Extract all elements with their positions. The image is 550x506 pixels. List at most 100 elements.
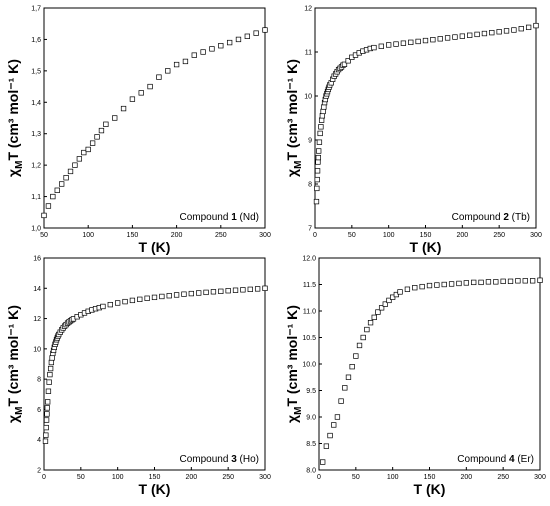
data-point xyxy=(120,105,127,112)
data-point xyxy=(47,365,54,372)
x-tick-label: 150 xyxy=(127,232,139,239)
y-tick-label: 10 xyxy=(33,346,41,353)
x-axis-title: T (K) xyxy=(139,239,171,255)
data-point xyxy=(503,28,510,34)
data-point xyxy=(515,278,521,284)
y-tick-label: 8 xyxy=(308,182,312,189)
data-point xyxy=(386,42,392,48)
data-point xyxy=(46,379,52,385)
y-tick-label: 6 xyxy=(37,407,41,414)
data-point xyxy=(485,279,492,285)
data-point xyxy=(43,424,49,431)
data-point xyxy=(331,422,337,428)
y-tick-label: 9.5 xyxy=(306,388,316,395)
compound-prefix: Compound xyxy=(457,454,509,465)
data-point xyxy=(181,291,187,297)
data-point xyxy=(315,154,321,161)
x-tick-label: 300 xyxy=(259,232,271,239)
y-axis-unit: T (cm³ mol⁻¹ K) xyxy=(284,59,300,161)
data-point xyxy=(364,326,370,333)
y-tick-label: 4 xyxy=(37,437,41,444)
data-point xyxy=(166,293,172,299)
data-point xyxy=(317,130,323,137)
data-point xyxy=(182,58,189,65)
y-tick-label: 16 xyxy=(33,256,41,263)
data-point xyxy=(419,283,425,290)
x-axis-title: T (K) xyxy=(139,481,171,497)
data-point xyxy=(203,289,209,296)
y-axis-subscript: M xyxy=(14,407,25,415)
y-axis-title: χMT (cm³ mol⁻¹ K) xyxy=(5,305,25,423)
compound-element: (Er) xyxy=(515,454,534,465)
data-point xyxy=(103,121,109,127)
data-point xyxy=(45,203,52,209)
data-point xyxy=(72,162,78,168)
x-axis-title: T (K) xyxy=(410,239,442,255)
y-tick-label: 7 xyxy=(308,226,312,233)
chart-panel-3: 0 50 100 150 200 250 300 2 4 6 8 10 12 14 16 T (K) χMT (… xyxy=(5,256,271,498)
data-point xyxy=(188,290,194,297)
data-point xyxy=(209,46,215,52)
data-point xyxy=(200,49,206,55)
data-point xyxy=(338,398,344,404)
x-tick-label: 200 xyxy=(460,474,472,481)
data-point xyxy=(137,296,143,302)
data-point xyxy=(210,289,217,295)
y-tick-label: 2 xyxy=(37,468,41,475)
data-point xyxy=(318,124,324,130)
data-point xyxy=(100,303,106,310)
y-axis-unit: T (cm³ mol⁻¹ K) xyxy=(5,305,21,407)
data-point xyxy=(382,301,388,307)
x-tick-label: 50 xyxy=(40,232,48,239)
x-tick-label: 0 xyxy=(313,232,317,239)
data-point xyxy=(341,61,348,67)
data-point xyxy=(334,414,341,420)
data-point xyxy=(500,278,506,284)
y-tick-label: 12 xyxy=(304,6,312,13)
x-axis-title: T (K) xyxy=(414,481,446,497)
compound-element: (Nd) xyxy=(237,212,259,223)
x-tick-label: 300 xyxy=(530,232,542,239)
data-point xyxy=(386,297,392,304)
y-axis-title: χMT (cm³ mol⁻¹ K) xyxy=(5,59,25,177)
data-point xyxy=(390,294,396,300)
data-point xyxy=(456,280,462,287)
x-tick-label: 100 xyxy=(383,232,395,239)
data-point xyxy=(129,96,136,102)
y-tick-label: 9 xyxy=(308,138,312,145)
data-point xyxy=(318,117,325,123)
y-tick-label: 8.5 xyxy=(306,441,316,448)
data-point xyxy=(533,22,539,29)
data-point xyxy=(437,36,443,42)
data-point xyxy=(226,39,233,46)
y-axis-title: χMT (cm³ mol⁻¹ K) xyxy=(284,305,304,423)
x-tick-label: 250 xyxy=(493,232,505,239)
y-tick-label: 10 xyxy=(304,94,312,101)
data-point xyxy=(94,134,100,140)
y-tick-label: 8 xyxy=(37,377,41,384)
x-tick-label: 100 xyxy=(82,232,94,239)
data-point xyxy=(478,279,484,286)
compound-number: 4 xyxy=(509,454,515,465)
y-tick-label: 8.0 xyxy=(306,468,316,475)
data-point xyxy=(323,443,330,449)
compound-label: Compound 4 (Er) xyxy=(457,454,534,465)
chart-panel-2: 0 50 100 150 200 250 300 7 8 9 10 11 12 T (K) χMT (cm³… xyxy=(284,6,542,256)
data-point xyxy=(314,176,320,183)
y-axis-subscript: M xyxy=(293,161,304,169)
data-point xyxy=(507,278,514,284)
y-tick-label: 1,6 xyxy=(31,37,41,44)
data-point xyxy=(367,320,374,326)
data-point xyxy=(144,295,150,301)
x-tick-label: 100 xyxy=(387,474,399,481)
data-point xyxy=(225,288,231,294)
data-point xyxy=(159,293,165,300)
data-point xyxy=(349,364,355,370)
data-point xyxy=(397,289,403,295)
data-point xyxy=(232,287,239,293)
data-point xyxy=(165,68,171,74)
x-tick-label: 200 xyxy=(185,474,197,481)
y-axis-unit: T (cm³ mol⁻¹ K) xyxy=(284,305,300,407)
data-point xyxy=(262,285,268,291)
data-point xyxy=(196,290,202,296)
